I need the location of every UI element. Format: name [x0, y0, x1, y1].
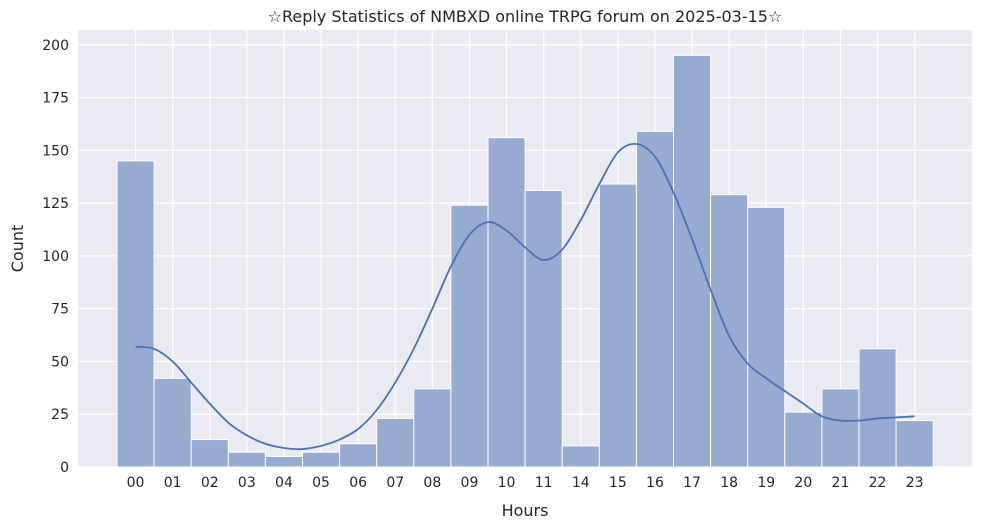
- x-tick-label: 08: [423, 475, 441, 491]
- x-tick-label: 19: [757, 475, 775, 491]
- chart-title: ☆Reply Statistics of NMBXD online TRPG f…: [268, 7, 783, 26]
- x-tick-label: 09: [461, 475, 479, 491]
- x-axis-label: Hours: [502, 501, 549, 520]
- y-tick-label: 100: [42, 249, 69, 265]
- bar: [561, 445, 600, 468]
- bar: [264, 455, 303, 468]
- x-tick-label: 16: [646, 475, 664, 491]
- bar: [339, 443, 378, 468]
- y-tick-label: 50: [51, 354, 69, 370]
- bar: [302, 451, 341, 468]
- x-tick-label: 10: [498, 475, 516, 491]
- x-tick-label: 03: [238, 475, 256, 491]
- y-axis-label: Count: [8, 225, 27, 273]
- x-tick-label: 07: [386, 475, 404, 491]
- x-tick-label: 11: [535, 475, 553, 491]
- y-tick-label: 175: [42, 91, 69, 107]
- bar: [116, 160, 155, 468]
- y-tick-label: 25: [51, 407, 69, 423]
- x-tick-label: 21: [832, 475, 850, 491]
- bar: [784, 411, 823, 468]
- bar: [376, 417, 415, 468]
- x-tick-label: 22: [869, 475, 887, 491]
- y-tick-label: 75: [51, 302, 69, 318]
- bar: [153, 377, 192, 468]
- y-tick-label: 150: [42, 143, 69, 159]
- bar: [227, 451, 266, 468]
- bar: [895, 420, 934, 468]
- bar: [190, 439, 229, 468]
- x-tick-label: 14: [572, 475, 590, 491]
- bar: [673, 54, 712, 468]
- bar: [413, 388, 452, 468]
- bar: [598, 183, 637, 468]
- y-tick-label: 125: [42, 196, 69, 212]
- x-tick-label: 06: [349, 475, 367, 491]
- x-tick-label: 00: [127, 475, 145, 491]
- y-tick-label: 200: [42, 38, 69, 54]
- bar: [524, 189, 563, 468]
- y-tick-labels: 0 25 50 75 100 125 150 175 200: [42, 38, 69, 476]
- bar: [747, 206, 786, 468]
- x-tick-label: 17: [683, 475, 701, 491]
- x-tick-label: 20: [794, 475, 812, 491]
- bar: [858, 348, 897, 468]
- bar: [821, 388, 860, 468]
- x-tick-label: 01: [164, 475, 182, 491]
- bar: [635, 130, 675, 468]
- bar: [450, 204, 489, 468]
- x-tick-label: 04: [275, 475, 293, 491]
- x-tick-labels: 00 01 02 03 04 05 06 07 08 09 10 11 14 15 16 17 18 19 20 21…: [127, 475, 924, 491]
- x-tick-label: 18: [720, 475, 738, 491]
- bars: [116, 54, 934, 468]
- kde-line: [135, 142, 915, 451]
- y-tick-label: 0: [60, 460, 69, 476]
- x-tick-label: 02: [201, 475, 219, 491]
- x-tick-label: 15: [609, 475, 627, 491]
- bar: [487, 137, 526, 468]
- x-tick-label: 23: [906, 475, 924, 491]
- bar: [710, 194, 749, 468]
- x-tick-label: 05: [312, 475, 330, 491]
